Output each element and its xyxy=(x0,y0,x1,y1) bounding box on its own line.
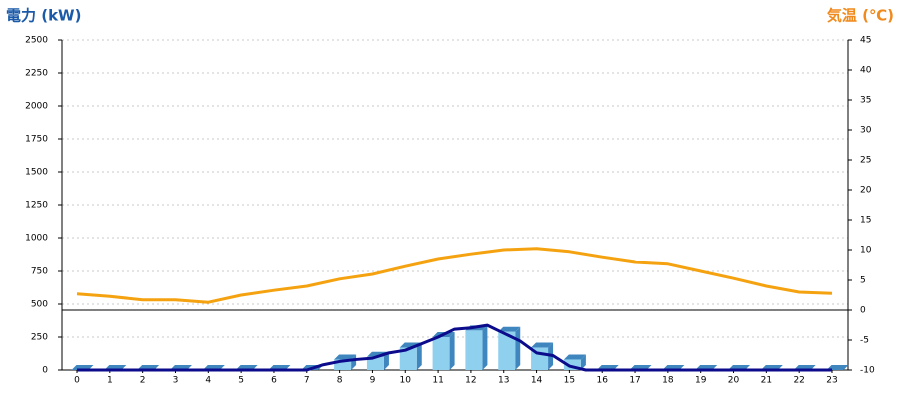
x-tick-label: 19 xyxy=(695,376,707,386)
x-tick-label: 4 xyxy=(205,376,211,386)
y2-tick-label: 35 xyxy=(860,96,871,106)
x-tick-label: 3 xyxy=(173,376,179,386)
y2-tick-label: 10 xyxy=(860,246,872,256)
x-tick-label: 8 xyxy=(337,376,343,386)
y2-tick-label: 30 xyxy=(860,126,872,136)
bar xyxy=(366,356,384,370)
bar xyxy=(498,331,516,370)
temperature-line xyxy=(76,247,833,304)
bar-top xyxy=(531,342,554,348)
bar-side xyxy=(416,342,422,370)
x-tick-label: 18 xyxy=(662,376,674,386)
y2-tick-label: 45 xyxy=(860,36,871,46)
y2-tick-label: -10 xyxy=(860,366,875,376)
x-tick-label: 10 xyxy=(400,376,412,386)
bar xyxy=(563,359,581,370)
y-tick-label: 2000 xyxy=(25,102,48,112)
y-tick-label: 1500 xyxy=(25,168,48,178)
bar-side xyxy=(580,354,586,370)
y2-tick-label: 40 xyxy=(860,66,872,76)
x-tick-label: 5 xyxy=(238,376,244,386)
y-tick-label: 1000 xyxy=(25,234,48,244)
y2-axis-title: 気温 (℃) xyxy=(827,7,894,25)
x-tick-label: 21 xyxy=(761,376,772,386)
bar xyxy=(334,359,352,370)
y-tick-label: 2250 xyxy=(25,69,48,79)
bar-top xyxy=(334,354,357,360)
y-tick-label: 1250 xyxy=(25,201,48,211)
x-tick-label: 22 xyxy=(793,376,804,386)
y-tick-label: 2500 xyxy=(25,36,48,46)
x-tick-label: 9 xyxy=(370,376,376,386)
x-tick-label: 15 xyxy=(564,376,575,386)
x-tick-label: 13 xyxy=(498,376,509,386)
power-line xyxy=(77,323,832,372)
y-tick-label: 0 xyxy=(42,366,48,376)
bar xyxy=(399,347,417,370)
bar-top xyxy=(563,354,586,360)
x-tick-label: 11 xyxy=(432,376,443,386)
y2-tick-label: 20 xyxy=(860,186,872,196)
bar xyxy=(432,337,450,370)
x-tick-label: 16 xyxy=(596,376,608,386)
y2-tick-label: 0 xyxy=(860,306,866,316)
x-tick-label: 2 xyxy=(140,376,146,386)
x-tick-label: 14 xyxy=(531,376,543,386)
y-tick-label: 500 xyxy=(31,300,48,310)
x-tick-label: 23 xyxy=(826,376,837,386)
y2-tick-label: -5 xyxy=(860,336,869,346)
x-tick-label: 7 xyxy=(304,376,310,386)
bar-top xyxy=(498,326,521,332)
bar-side xyxy=(383,351,389,370)
y-axis-title: 電力 (kW) xyxy=(6,7,81,25)
y2-tick-label: 25 xyxy=(860,156,871,166)
y2-tick-label: 5 xyxy=(860,276,866,286)
y-tick-label: 250 xyxy=(31,333,48,343)
y2-tick-label: 15 xyxy=(860,216,871,226)
y-tick-label: 750 xyxy=(31,267,48,277)
bar-side xyxy=(515,326,521,370)
x-tick-label: 17 xyxy=(629,376,640,386)
x-tick-label: 1 xyxy=(107,376,113,386)
x-tick-label: 20 xyxy=(728,376,740,386)
x-tick-label: 0 xyxy=(74,376,80,386)
y-tick-label: 1750 xyxy=(25,135,48,145)
bar xyxy=(465,330,483,370)
x-tick-label: 12 xyxy=(465,376,476,386)
bar-side xyxy=(482,325,488,370)
x-tick-label: 6 xyxy=(271,376,277,386)
bar-side xyxy=(449,332,455,370)
